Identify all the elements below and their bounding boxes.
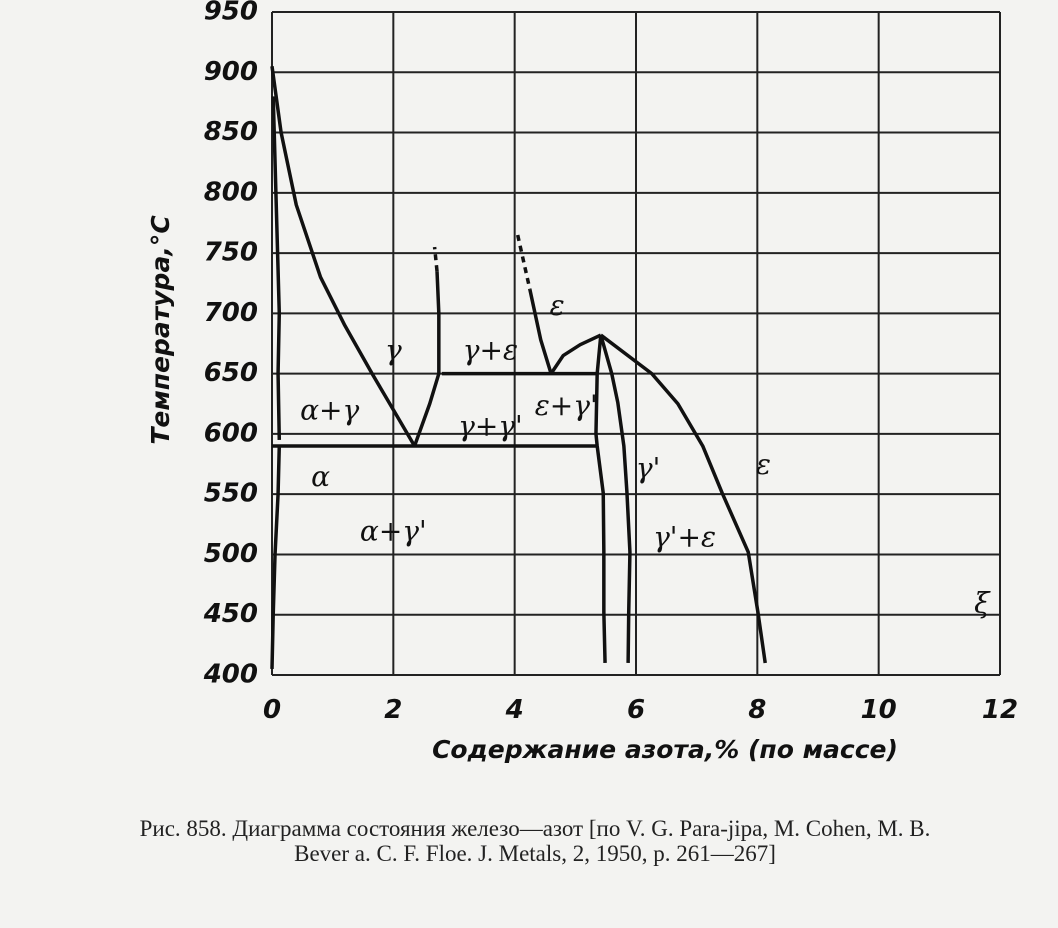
x-tick-label: 10 bbox=[861, 695, 897, 725]
y-tick-label: 650 bbox=[204, 358, 258, 388]
region-label: γ'+ε bbox=[653, 520, 716, 553]
y-tick-label: 750 bbox=[204, 238, 258, 268]
region-label: ε bbox=[756, 448, 771, 481]
x-tick-label: 2 bbox=[384, 695, 402, 725]
y-axis-label: Температура,°С bbox=[146, 215, 175, 445]
y-tick-label: 950 bbox=[204, 0, 258, 27]
y-tick-label: 400 bbox=[203, 660, 258, 690]
phase-boundary bbox=[528, 288, 553, 375]
y-tick-label: 700 bbox=[204, 298, 258, 328]
y-tick-label: 800 bbox=[204, 177, 258, 207]
y-tick-label: 550 bbox=[204, 479, 258, 509]
x-tick-label: 12 bbox=[982, 695, 1018, 725]
region-label: γ' bbox=[636, 452, 660, 485]
region-label: α+γ bbox=[300, 394, 359, 427]
caption: Рис. 858. Диаграмма состояния железо—азо… bbox=[139, 816, 931, 866]
x-tick-label: 0 bbox=[263, 695, 281, 725]
region-label: γ bbox=[385, 333, 402, 366]
x-tick-label: 4 bbox=[505, 695, 524, 725]
phase-boundary bbox=[270, 445, 282, 670]
region-label: ε+γ' bbox=[535, 389, 598, 422]
phase-boundary bbox=[599, 333, 767, 664]
y-tick-label: 850 bbox=[204, 117, 258, 147]
phase-boundary bbox=[432, 246, 439, 272]
x-axis-label: Содержание азота,% (по массе) bbox=[432, 735, 898, 764]
y-tick-label: 600 bbox=[204, 418, 258, 448]
phase-boundary bbox=[412, 271, 441, 447]
y-tick-label: 900 bbox=[204, 57, 258, 87]
region-label: ξ bbox=[974, 587, 991, 620]
chart: Температура,°С Содержание азота,% (по ма… bbox=[146, 0, 1018, 764]
y-tick-label: 500 bbox=[204, 539, 258, 569]
x-tick-label: 6 bbox=[627, 695, 645, 725]
phase-boundary bbox=[271, 96, 282, 440]
region-label: α bbox=[311, 460, 330, 493]
region-label: γ+ε bbox=[463, 333, 518, 366]
phase-boundary bbox=[515, 234, 532, 290]
region-label: ε bbox=[550, 289, 565, 322]
phase-boundary bbox=[549, 333, 602, 375]
phase-boundary bbox=[270, 66, 417, 447]
region-label: α+γ' bbox=[360, 514, 427, 547]
x-tick-label: 8 bbox=[748, 695, 766, 725]
region-label: γ+γ' bbox=[458, 409, 523, 442]
phase-boundary bbox=[599, 334, 632, 663]
phase-boundary bbox=[594, 334, 607, 663]
y-tick-label: 450 bbox=[203, 599, 258, 629]
